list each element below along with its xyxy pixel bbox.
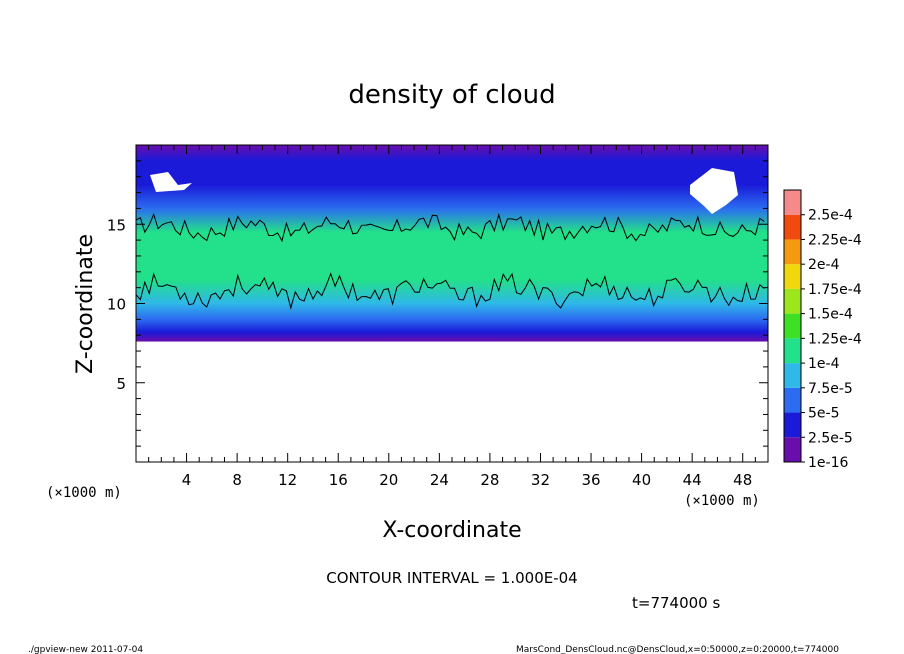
colorbar-label: 5e-5: [808, 406, 839, 422]
x-tick-label: 16: [329, 471, 348, 489]
x-tick-label: 20: [379, 471, 398, 489]
colorbar-label: 2.25e-4: [808, 232, 862, 248]
footer-right: MarsCond_DensCloud.nc@DensCloud,x=0:5000…: [516, 645, 839, 654]
colorbar-label: 1e-16: [808, 455, 848, 471]
x-tick-label: 4: [182, 471, 192, 489]
colorbar-swatch: [784, 437, 801, 462]
colorbar-frame: [783, 189, 802, 463]
field-layer: [136, 145, 768, 342]
contour-upper: [136, 212, 765, 243]
x-tick-label: 48: [733, 471, 752, 489]
colorbar-swatch: [784, 363, 801, 388]
colorbar-label: 2.5e-5: [808, 430, 853, 446]
y-units-label: (×1000 m): [46, 485, 122, 501]
x-tick-label: 32: [531, 471, 550, 489]
colorbar-swatch: [784, 338, 801, 364]
colorbar-label: 1.5e-4: [808, 307, 853, 323]
contour-interval-label: CONTOUR INTERVAL = 1.000E-04: [326, 569, 577, 587]
colorbar-swatch: [784, 264, 801, 289]
clear-patch-right: [690, 168, 738, 214]
x-tick-label: 36: [581, 471, 600, 489]
colorbar-swatch: [784, 288, 801, 314]
colorbar-label: 1.75e-4: [808, 282, 862, 298]
colorbar: 1e-16 2.5e-5 5e-5 7.5e-5 1e-4 1.25e-4 1.5e-4 1.…: [783, 189, 862, 471]
colorbar-swatch: [784, 190, 801, 215]
x-ticks: 4 8 12 16 20 24 28 32 36 40 44 48: [148, 145, 756, 489]
colorbar-swatch: [784, 313, 801, 339]
cloud-field: [136, 145, 768, 342]
colorbar-swatch: [784, 214, 801, 240]
y-tick-label: 5: [116, 375, 126, 393]
colorbar-label: 2e-4: [808, 257, 840, 273]
y-ticks: 5 10 15: [107, 160, 768, 447]
colorbar-label: 7.5e-5: [808, 381, 853, 397]
chart-title: density of cloud: [348, 80, 555, 110]
contour-lower: [136, 272, 765, 310]
y-axis-label: Z-coordinate: [73, 234, 98, 374]
x-tick-label: 12: [278, 471, 297, 489]
colorbar-label: 1e-4: [808, 356, 840, 372]
colorbar-swatch: [784, 387, 801, 413]
colorbar-swatch: [784, 239, 801, 265]
clear-patch-left: [150, 172, 192, 192]
y-tick-label: 10: [107, 296, 126, 314]
x-tick-label: 8: [232, 471, 242, 489]
x-units-label: (×1000 m): [684, 493, 760, 509]
time-label: t=774000 s: [632, 594, 720, 612]
x-tick-label: 40: [632, 471, 651, 489]
colorbar-label: 2.5e-4: [808, 208, 853, 224]
footer-left: ./gpview-new 2011-07-04: [28, 645, 143, 654]
x-tick-label: 24: [430, 471, 449, 489]
x-tick-label: 28: [480, 471, 499, 489]
colorbar-label: 1.25e-4: [808, 331, 862, 347]
y-tick-label: 15: [107, 216, 126, 234]
colorbar-swatch: [784, 412, 801, 438]
x-tick-label: 44: [683, 471, 702, 489]
x-axis-label: X-coordinate: [382, 518, 521, 543]
